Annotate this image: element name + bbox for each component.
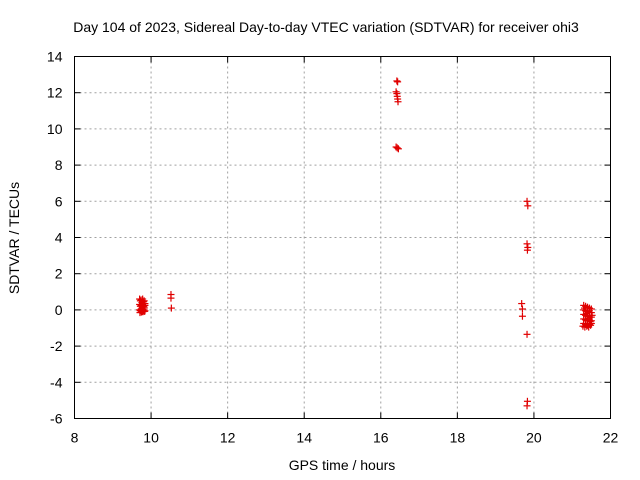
data-point — [394, 98, 402, 106]
data-point — [393, 144, 401, 152]
data-point — [141, 307, 149, 315]
tick-labels: 8 10 12 14 16 18 20 22 -6 -4 -2 0 2 4 6 8 10 12 14 — [47, 49, 619, 446]
y-tick-label: 10 — [47, 121, 63, 137]
data-point — [167, 304, 175, 312]
y-tick-label: 6 — [55, 193, 63, 209]
data-point — [393, 77, 401, 85]
data-point — [518, 312, 526, 320]
y-tick-label: 12 — [47, 85, 63, 101]
x-tick-label: 12 — [220, 430, 236, 446]
data-point — [523, 240, 531, 248]
x-tick-label: 20 — [526, 430, 542, 446]
data-point — [518, 305, 526, 313]
data-point — [523, 246, 531, 254]
x-tick-label: 10 — [143, 430, 159, 446]
y-tick-label: 2 — [55, 266, 63, 282]
x-tick-label: 18 — [450, 430, 466, 446]
y-tick-label: 4 — [55, 230, 63, 246]
x-tick-label: 22 — [603, 430, 619, 446]
y-tick-label: 0 — [55, 302, 63, 318]
y-tick-label: 8 — [55, 157, 63, 173]
y-tick-label: -4 — [50, 374, 63, 390]
y-tick-label: -6 — [50, 411, 63, 427]
x-tick-label: 8 — [71, 430, 79, 446]
data-point — [580, 304, 588, 312]
data-point — [392, 88, 400, 96]
data-point — [394, 78, 402, 86]
data-point — [584, 314, 592, 322]
grid-lines — [74, 56, 611, 419]
data-point — [523, 402, 531, 410]
data-point — [394, 145, 402, 153]
data-point — [586, 318, 594, 326]
chart-title: Day 104 of 2023, Sidereal Day-to-day VTE… — [73, 19, 579, 35]
data-point — [523, 197, 531, 205]
plot-frame — [74, 56, 611, 419]
y-axis-label: SDTVAR / TECUs — [6, 182, 22, 294]
data-point — [582, 310, 590, 318]
data-point — [588, 311, 596, 319]
data-point — [167, 294, 175, 302]
data-points — [136, 77, 596, 410]
data-point — [524, 202, 532, 210]
y-tick-label: -2 — [50, 338, 63, 354]
x-axis-label: GPS time / hours — [289, 457, 396, 473]
y-tick-label: 14 — [47, 49, 63, 65]
x-tick-label: 14 — [296, 430, 312, 446]
data-point — [518, 300, 526, 308]
x-tick-label: 16 — [373, 430, 389, 446]
data-point — [523, 330, 531, 338]
